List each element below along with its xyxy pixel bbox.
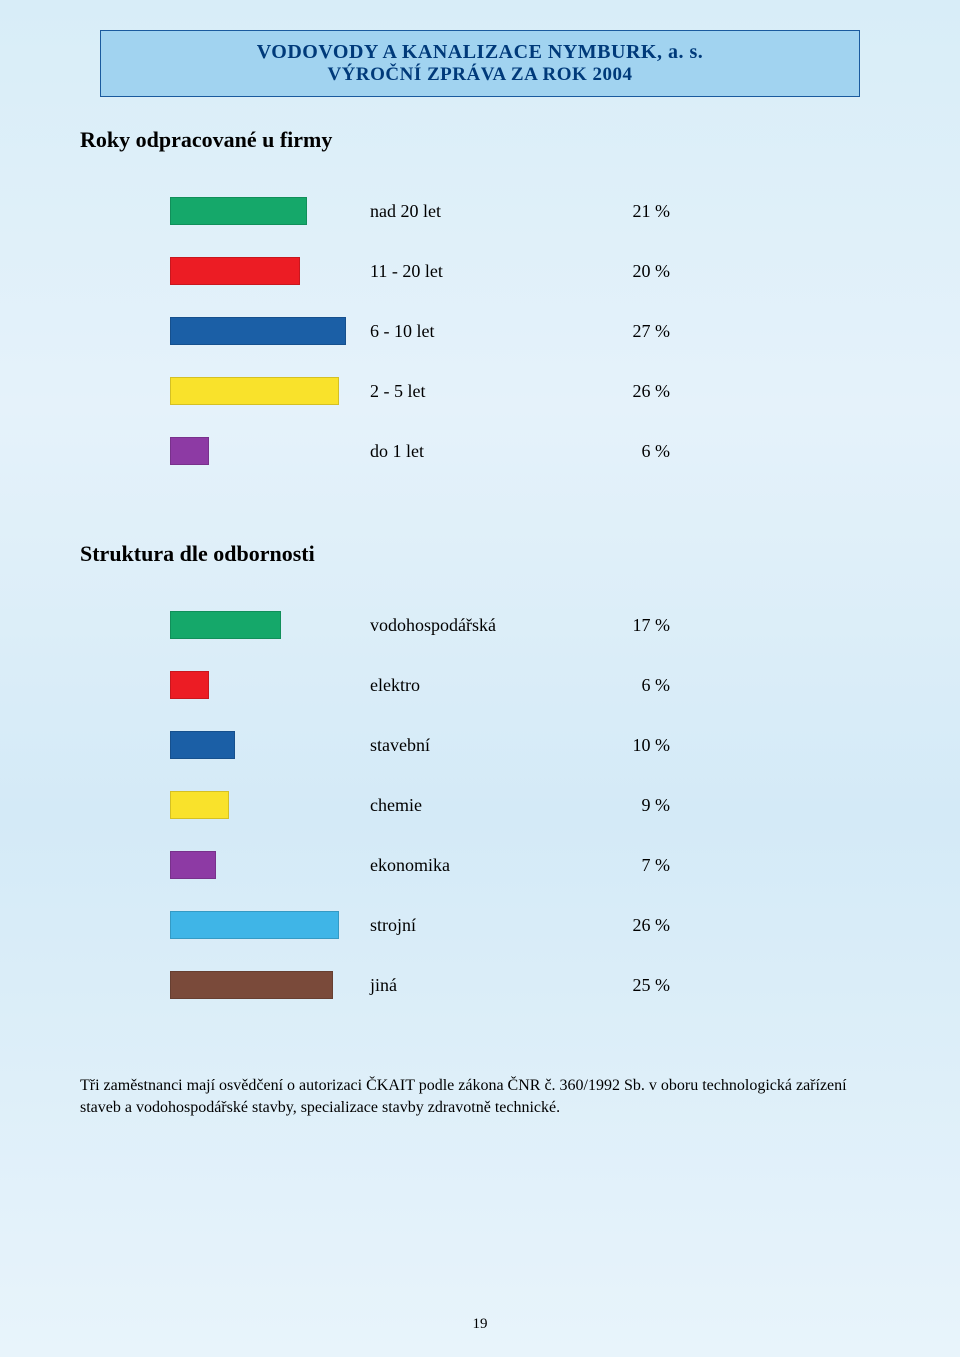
chart1-value: 20 % [590,261,670,282]
chart2-row: vodohospodářská17 % [170,595,880,655]
chart1-row: 6 - 10 let27 % [170,301,880,361]
chart1-bar-cell [170,197,370,225]
chart1-row: 2 - 5 let26 % [170,361,880,421]
chart1-label: 6 - 10 let [370,321,590,342]
chart1-label: 11 - 20 let [370,261,590,282]
chart1-row: do 1 let6 % [170,421,880,481]
chart1-value: 27 % [590,321,670,342]
chart2-value: 7 % [590,855,670,876]
chart2-label: elektro [370,675,590,696]
chart2-value: 25 % [590,975,670,996]
chart2-value: 26 % [590,915,670,936]
chart1-bar-cell [170,317,370,345]
chart2-bar [170,911,339,939]
chart2-bar [170,971,333,999]
chart1-value: 21 % [590,201,670,222]
chart1-value: 6 % [590,441,670,462]
chart2-row: ekonomika7 % [170,835,880,895]
chart2-row: jiná25 % [170,955,880,1015]
chart2-value: 6 % [590,675,670,696]
chart1-bar [170,437,209,465]
chart2-title: Struktura dle odbornosti [80,541,880,567]
chart1-bar-cell [170,257,370,285]
chart1-title: Roky odpracované u firmy [80,127,880,153]
header-subtitle: VÝROČNÍ ZPRÁVA ZA ROK 2004 [121,64,839,86]
chart2-bar-cell [170,731,370,759]
chart2-bar [170,671,209,699]
footnote-text: Tři zaměstnanci mají osvědčení o autoriz… [80,1075,880,1118]
chart2-label: jiná [370,975,590,996]
chart2-value: 9 % [590,795,670,816]
chart2-bar [170,851,216,879]
chart2-label: vodohospodářská [370,615,590,636]
chart2-label: strojní [370,915,590,936]
chart1-bar [170,257,300,285]
chart1-bar [170,377,339,405]
chart2-bar-cell [170,851,370,879]
chart1-bar-cell [170,377,370,405]
chart2-bar [170,791,229,819]
header-company: VODOVODY A KANALIZACE NYMBURK, a. s. [121,41,839,64]
chart1-value: 26 % [590,381,670,402]
chart2-row: stavební10 % [170,715,880,775]
page-number: 19 [0,1316,960,1333]
chart1-label: do 1 let [370,441,590,462]
report-header: VODOVODY A KANALIZACE NYMBURK, a. s. VÝR… [100,30,860,97]
chart1-bar [170,317,346,345]
chart2-row: chemie9 % [170,775,880,835]
chart1-label: nad 20 let [370,201,590,222]
chart2-bar [170,611,281,639]
chart2-legend: vodohospodářská17 %elektro6 %stavební10 … [170,595,880,1015]
chart1-row: 11 - 20 let20 % [170,241,880,301]
chart2-value: 10 % [590,735,670,756]
chart2-row: strojní26 % [170,895,880,955]
chart1-bar [170,197,307,225]
chart2-bar-cell [170,971,370,999]
chart1-row: nad 20 let21 % [170,181,880,241]
chart1-label: 2 - 5 let [370,381,590,402]
chart2-bar [170,731,235,759]
chart2-row: elektro6 % [170,655,880,715]
chart1-legend: nad 20 let21 %11 - 20 let20 %6 - 10 let2… [170,181,880,481]
chart2-bar-cell [170,911,370,939]
chart2-value: 17 % [590,615,670,636]
chart2-label: ekonomika [370,855,590,876]
chart2-bar-cell [170,791,370,819]
chart1-bar-cell [170,437,370,465]
chart2-bar-cell [170,671,370,699]
chart2-bar-cell [170,611,370,639]
chart2-label: chemie [370,795,590,816]
chart2-label: stavební [370,735,590,756]
